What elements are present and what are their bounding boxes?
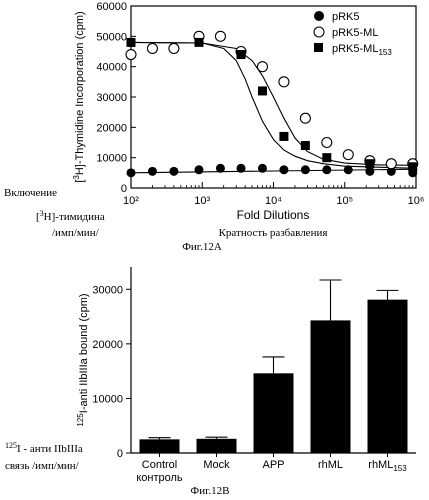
point-prk5-ml153 xyxy=(236,50,246,60)
point-prk5 xyxy=(215,163,225,173)
chart-b-y-tick-label: 30000 xyxy=(92,284,123,296)
curve-prk5-ml153 xyxy=(130,41,417,169)
chart-a-y-tick-label: 40000 xyxy=(96,62,127,74)
point-prk5 xyxy=(194,165,204,175)
legend-marker-prk5-ml153 xyxy=(314,43,323,52)
chart-a-y-tick-label: 50000 xyxy=(96,31,127,43)
chart-b-x-tick-label: APP xyxy=(262,459,284,471)
legend-label-prk5-ml: pRK5-ML xyxy=(332,27,378,39)
chart-b-bars xyxy=(139,279,408,453)
chart-a-y-axis-title: [3H]-Thymidine Incorporation (cpm) xyxy=(72,11,87,182)
chart-a-x-tick-label: 10⁶ xyxy=(408,195,425,207)
point-prk5-ml xyxy=(278,76,290,88)
bar-mock xyxy=(196,438,237,453)
point-prk5-ml153 xyxy=(322,153,332,163)
chart-a-y-title-ru-line3: /имп/мин/ xyxy=(52,227,100,239)
point-prk5 xyxy=(279,165,289,175)
legend-label-prk5-ml153: pRK5-ML153 xyxy=(332,43,392,57)
chart-a-x-tick-label: 10² xyxy=(123,195,139,207)
chart-a-y-axis: 0 10000 20000 30000 40000 50000 60000 xyxy=(96,1,136,195)
curve-prk5-ml xyxy=(130,41,417,166)
chart-b-y-axis-title: 125I-anti IIbIIIa bound (cpm) xyxy=(76,293,91,426)
point-prk5-ml153 xyxy=(365,159,375,169)
point-prk5-ml153 xyxy=(194,37,204,47)
chart-b-x-tick-label: rhML153 xyxy=(368,459,407,473)
chart-a-figure-label: Фиг.12А xyxy=(182,241,222,253)
chart-a-x-axis-title: Fold Dilutions xyxy=(237,208,310,222)
point-prk5-ml xyxy=(214,30,226,42)
chart-a-x-axis: 10² 10³ 10⁴ 10⁵ 10⁶ xyxy=(123,182,424,207)
bar-rhml xyxy=(310,320,351,453)
chart-a-y-tick-label: 30000 xyxy=(96,92,127,104)
chart-a-x-axis-title-ru: Кратность разбавления xyxy=(219,227,328,239)
chart-a-y-tick-label: 10000 xyxy=(96,153,127,165)
chart-a-legend: pRK5 pRK5-ML pRK5-ML153 xyxy=(313,11,392,57)
point-prk5 xyxy=(322,165,332,175)
chart-a-x-tick-label: 10⁵ xyxy=(336,195,353,207)
point-prk5 xyxy=(236,163,246,173)
chart-a-x-tick-label: 10⁴ xyxy=(265,195,282,207)
point-prk5-ml xyxy=(146,42,158,55)
bar-app xyxy=(253,373,294,453)
bar-control xyxy=(139,439,180,453)
chart-a-data-points xyxy=(125,30,419,178)
chart-a-y-tick-label: 0 xyxy=(121,183,127,195)
point-prk5 xyxy=(169,166,179,176)
point-prk5 xyxy=(147,166,157,176)
legend-marker-prk5 xyxy=(314,11,324,21)
point-prk5-ml153 xyxy=(408,162,418,172)
point-prk5 xyxy=(300,165,310,175)
point-prk5 xyxy=(257,163,267,173)
chart-a-y-title-ru-line2: [3H]-тимидина xyxy=(36,209,105,224)
legend-marker-prk5-ml xyxy=(313,26,325,38)
legend-label-prk5: pRK5 xyxy=(332,11,360,23)
point-prk5-ml153 xyxy=(300,141,310,151)
chart-a-y-title-ru-line1: Включение xyxy=(4,187,57,199)
chart-b-y-tick-label: 10000 xyxy=(92,393,123,405)
point-prk5 xyxy=(343,165,353,175)
chart-b-figure-label: Фиг.12В xyxy=(191,485,230,497)
point-prk5-ml153 xyxy=(279,131,289,141)
chart-a-y-tick-label: 20000 xyxy=(96,122,127,134)
point-prk5-ml xyxy=(168,42,180,55)
chart-b-x-tick-label: Control xyxy=(142,459,177,471)
point-prk5 xyxy=(386,166,396,176)
point-prk5-ml153 xyxy=(126,37,136,47)
chart-b-x-tick-label: rhML xyxy=(318,459,343,471)
chart-a-fit-curves xyxy=(130,41,417,174)
point-prk5 xyxy=(126,168,136,178)
point-prk5-ml xyxy=(385,158,397,170)
point-prk5-ml xyxy=(342,149,354,161)
chart-a-y-tick-label: 60000 xyxy=(96,1,127,13)
point-prk5-ml xyxy=(256,61,269,73)
chart-b-y-tick-label: 20000 xyxy=(92,339,123,351)
chart-b-y-title-ru-line1: 125I - анти IIbIIIa xyxy=(5,441,83,456)
point-prk5-ml xyxy=(299,112,311,124)
bar-rhml153 xyxy=(367,299,408,453)
chart-b-y-title-ru-line2: связь /имп/мин/ xyxy=(5,460,80,472)
chart-b-x-tick-sublabel: контроль xyxy=(136,472,183,484)
point-prk5-ml xyxy=(125,48,137,61)
chart-b-y-axis: 0 10000 20000 30000 xyxy=(92,284,131,460)
chart-b-x-tick-label: Mock xyxy=(203,459,230,471)
chart-a-x-tick-label: 10³ xyxy=(194,195,210,207)
point-prk5 xyxy=(365,166,375,176)
point-prk5-ml xyxy=(321,136,333,149)
point-prk5-ml153 xyxy=(257,86,267,96)
chart-b-y-tick-label: 0 xyxy=(117,448,123,460)
